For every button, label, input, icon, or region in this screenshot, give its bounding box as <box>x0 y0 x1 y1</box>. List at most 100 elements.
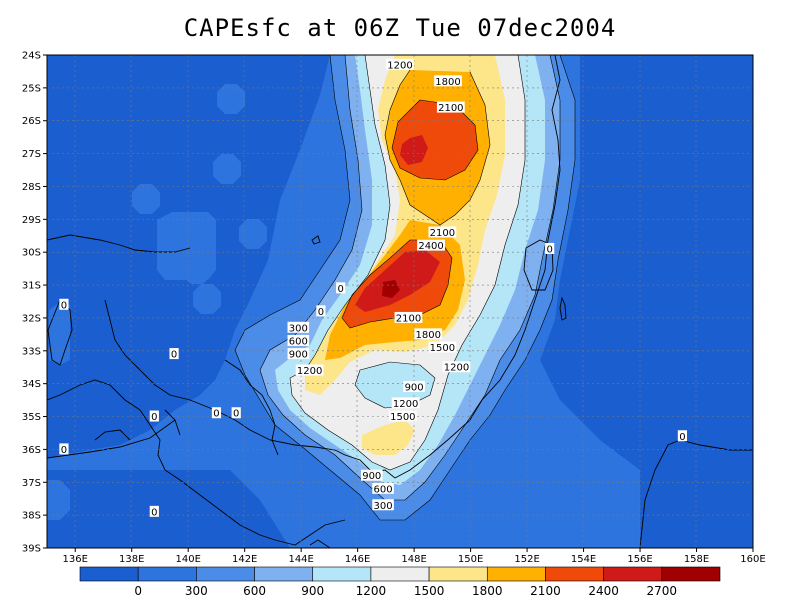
map-title: CAPEsfc at 06Z Tue 07dec2004 <box>183 14 617 42</box>
contour-label: 300 <box>374 501 393 512</box>
y-tick-label: 24S <box>22 51 41 62</box>
colorbar-swatch <box>661 566 721 582</box>
zone-0-east-blobs <box>668 484 725 547</box>
contour-label-bg <box>394 311 423 323</box>
y-tick-label: 26S <box>22 116 41 127</box>
x-axis: 136E 138E 140E 142E 144E 146E 148E 150E 152E 154E… <box>63 548 766 565</box>
colorbar-label: 600 <box>243 584 266 598</box>
contour-label: 300 <box>289 323 308 334</box>
contour-label: 900 <box>289 350 308 361</box>
x-tick-label: 140E <box>175 554 200 565</box>
colorbar-swatch <box>137 566 197 582</box>
contour-label: 1200 <box>444 363 469 374</box>
contour-label: 600 <box>374 484 393 495</box>
x-tick-label: 150E <box>458 554 483 565</box>
y-tick-label: 28S <box>22 182 41 193</box>
contour-label: 600 <box>289 336 308 347</box>
contour-label-bg <box>428 226 457 238</box>
contour-label: 900 <box>405 382 424 393</box>
contour-label-bg <box>388 410 417 422</box>
contour-label: 1200 <box>297 366 322 377</box>
contour-label-bg <box>442 361 471 373</box>
contour-label-bg <box>414 328 443 340</box>
contour-label: 0 <box>61 300 67 311</box>
contour-label-bg <box>391 397 420 409</box>
contour-label-bg <box>428 341 457 353</box>
x-tick-label: 148E <box>401 554 426 565</box>
contour-label-bg <box>372 499 394 511</box>
y-tick-label: 34S <box>22 379 41 390</box>
colorbar-label: 2100 <box>530 584 561 598</box>
zone-0-southwest <box>47 470 290 548</box>
x-tick-label: 138E <box>119 554 144 565</box>
contour-labels: 1200 1800 2100 2100 2400 0 0 0 0 300 600 2100 1800 15… <box>59 58 687 518</box>
contour-label: 0 <box>151 507 157 518</box>
y-tick-label: 37S <box>22 478 41 489</box>
contour-label-bg <box>169 348 179 360</box>
contour-label: 0 <box>233 409 239 420</box>
contour-label-bg <box>231 407 241 419</box>
zone-1500-south <box>362 420 415 455</box>
colorbar-label: 900 <box>301 584 324 598</box>
x-tick-label: 158E <box>684 554 709 565</box>
contour-label: 900 <box>362 471 381 482</box>
y-tick-label: 27S <box>22 149 41 160</box>
x-tick-label: 142E <box>232 554 257 565</box>
contour-label-bg <box>386 58 414 70</box>
x-tick-label: 152E <box>514 554 539 565</box>
contour-label-bg <box>403 380 425 392</box>
contour-label-bg <box>295 364 324 376</box>
contour-label: 0 <box>213 409 219 420</box>
colorbar-swatch <box>312 566 372 582</box>
colorbar-swatch <box>545 566 604 582</box>
colorbar-swatch <box>370 566 430 582</box>
contour-label-bg <box>316 305 326 317</box>
contour-label: 2100 <box>396 313 421 324</box>
y-tick-label: 35S <box>22 412 41 423</box>
contour-label: 1500 <box>430 343 455 354</box>
contour-label-bg <box>372 482 394 494</box>
contour-label: 0 <box>338 284 344 295</box>
contour-label-bg <box>211 407 222 419</box>
contour-label-bg <box>677 430 687 442</box>
contour-label: 0 <box>61 445 67 456</box>
contour-label: 0 <box>679 432 685 443</box>
colorbar-swatch <box>603 566 663 582</box>
colorbar-label: 1800 <box>472 584 503 598</box>
zone-2700 <box>382 280 400 298</box>
colorbar-label: 2400 <box>588 584 619 598</box>
x-tick-label: 136E <box>63 554 88 565</box>
colorbar-swatch <box>254 566 314 582</box>
colorbar-swatch <box>196 566 255 582</box>
plot-frame <box>46 54 754 549</box>
y-tick-label: 25S <box>22 83 41 94</box>
contour-label-bg <box>149 410 159 422</box>
colorbar-label: 1500 <box>414 584 445 598</box>
contour-label: 1800 <box>416 330 441 341</box>
contour-label-bg <box>434 75 462 87</box>
contour-label-bg <box>436 101 465 113</box>
colorbar-swatch <box>79 566 139 582</box>
colorbar-swatch <box>428 566 488 582</box>
contour-label-bg <box>149 505 159 517</box>
y-tick-label: 29S <box>22 215 41 226</box>
contour-label: 1800 <box>435 77 460 88</box>
contour-lines <box>234 55 576 521</box>
contour-label-bg <box>287 334 310 346</box>
colorbar-label: 2700 <box>647 584 678 598</box>
x-tick-label: 154E <box>571 554 596 565</box>
zone-2400-south <box>355 250 440 312</box>
y-tick-label: 33S <box>22 346 41 357</box>
contour-label-bg <box>59 298 69 310</box>
y-tick-label: 30S <box>22 248 41 259</box>
contour-label: 1200 <box>387 60 412 71</box>
contour-label: 0 <box>171 350 177 361</box>
colorbar: 0 300 600 900 1200 1500 1800 2100 2400 2700 <box>79 566 721 598</box>
colorbar-label: 1200 <box>356 584 387 598</box>
contour-label-bg <box>287 348 310 360</box>
contour-label: 0 <box>151 412 157 423</box>
contour-label: 2100 <box>438 103 463 114</box>
coastline <box>47 55 753 548</box>
y-tick-label: 38S <box>22 511 41 522</box>
